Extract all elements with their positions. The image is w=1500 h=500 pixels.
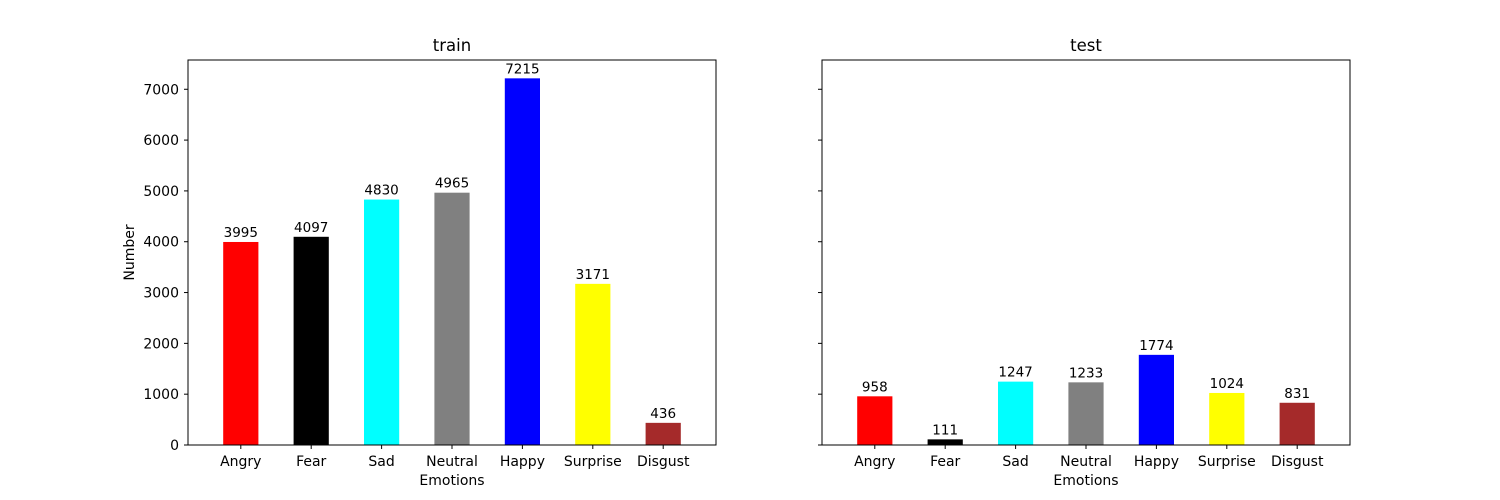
x-tick-label: Disgust (637, 454, 690, 470)
bar-angry (857, 396, 893, 445)
x-tick-label: Fear (930, 454, 960, 470)
bar-fear (293, 236, 329, 445)
y-tick-label: 5000 (143, 184, 179, 200)
x-tick-label: Happy (1134, 454, 1179, 470)
bar-value-label: 958 (862, 379, 888, 395)
bar-surprise (575, 283, 611, 445)
bar-happy (1138, 354, 1174, 445)
x-tick-label: Happy (500, 454, 545, 470)
chart-title: train (433, 36, 471, 55)
bar-value-label: 3171 (576, 267, 610, 283)
y-tick-label: 3000 (143, 286, 179, 302)
bar-value-label: 436 (650, 406, 676, 422)
x-tick-label: Surprise (1198, 454, 1256, 470)
x-tick-label: Fear (296, 454, 326, 470)
bar-neutral (1068, 382, 1104, 445)
bar-happy (504, 78, 540, 446)
bar-value-label: 4965 (435, 176, 469, 192)
y-tick-label: 4000 (143, 235, 179, 251)
y-tick-label: 0 (170, 438, 179, 454)
bar-sad (364, 199, 400, 445)
y-tick-label: 2000 (143, 336, 179, 352)
y-tick-label: 1000 (143, 387, 179, 403)
bar-neutral (434, 192, 470, 445)
x-tick-label: Angry (220, 454, 261, 470)
bar-value-label: 4097 (294, 220, 328, 236)
bar-value-label: 1024 (1210, 376, 1244, 392)
bar-value-label: 1247 (998, 365, 1032, 381)
bar-value-label: 111 (932, 422, 958, 438)
bar-disgust (645, 422, 681, 445)
x-tick-label: Neutral (426, 454, 478, 470)
bar-value-label: 1774 (1139, 338, 1173, 354)
bar-surprise (1209, 392, 1245, 445)
x-tick-label: Disgust (1271, 454, 1324, 470)
x-axis-label: Emotions (1053, 473, 1118, 489)
bar-value-label: 831 (1284, 386, 1310, 402)
x-axis-label: Emotions (419, 473, 484, 489)
train-chart: 3995 4097 4830 4965 7215 3171 436 0 1000 2000 3000… (122, 36, 717, 489)
x-tick-label: Angry (854, 454, 895, 470)
x-tick-label: Sad (1002, 454, 1028, 470)
test-chart: 958 111 1247 1233 1774 1024 831 Angry Fear Sad Neu… (818, 36, 1351, 489)
bar-angry (223, 241, 259, 445)
bar-value-label: 1233 (1069, 365, 1103, 381)
y-tick-label: 7000 (143, 82, 179, 98)
bar-sad (998, 381, 1034, 445)
bar-value-label: 4830 (364, 183, 398, 199)
bar-value-label: 3995 (224, 225, 258, 241)
x-tick-label: Neutral (1060, 454, 1112, 470)
chart-title: test (1070, 36, 1102, 55)
bar-disgust (1279, 402, 1315, 445)
bar-fear (927, 439, 963, 445)
x-tick-label: Surprise (564, 454, 622, 470)
y-tick-label: 6000 (143, 133, 179, 149)
bar-value-label: 7215 (505, 61, 539, 77)
y-axis-label: Number (122, 224, 138, 280)
x-tick-label: Sad (368, 454, 394, 470)
